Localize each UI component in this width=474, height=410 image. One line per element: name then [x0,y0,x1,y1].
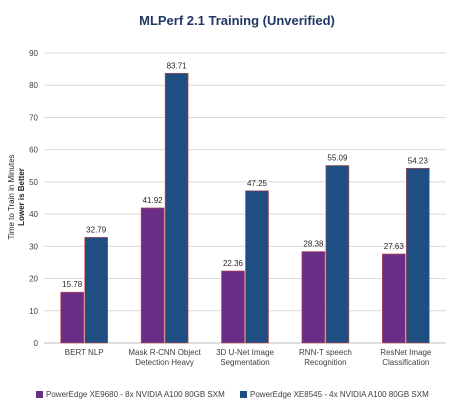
category-label: RNN-T speech Recognition [299,348,352,367]
data-label: 41.92 [143,196,164,205]
y-axis-label-line1: Time to Train in Minutes [7,154,16,239]
bar [245,190,269,344]
bar [301,251,326,344]
y-tick-label: 10 [29,307,38,316]
y-tick-label: 90 [29,49,38,58]
data-label: 54.23 [408,156,429,165]
data-label: 27.63 [384,242,405,251]
bar [381,253,406,344]
y-tick-label: 20 [29,275,38,284]
bar [60,291,85,344]
data-label: 83.71 [167,61,188,70]
data-label: 22.36 [223,259,244,268]
data-label: 32.79 [86,225,107,234]
y-tick-label: 40 [29,210,38,219]
legend-swatch [240,391,247,398]
y-tick-label: 80 [29,81,38,90]
bar [84,237,108,344]
y-axis-ticks: 0 10 20 30 40 50 60 70 80 90 [29,49,38,348]
category-label: BERT NLP [65,348,104,357]
gridlines [44,52,446,344]
data-label: 15.78 [62,280,83,289]
y-tick-label: 30 [29,242,38,251]
category-label: ResNet Image Classification [380,348,432,367]
data-label: 55.09 [327,153,348,162]
legend-swatch [36,391,43,398]
bar [405,167,430,344]
y-tick-label: 70 [29,113,38,122]
y-tick-label: 0 [34,339,39,348]
legend-label: PowerEdge XE8545 - 4x NVIDIA A100 80GB S… [250,390,429,399]
category-label: Mask R-CNN Object Detection Heavy [128,348,201,367]
bar [221,270,245,344]
y-tick-label: 60 [29,146,38,155]
data-label: 28.38 [303,240,324,249]
bars [60,72,430,344]
category-label: 3D U-Net Image Segmentation [216,348,274,367]
x-axis-categories: BERT NLP Mask R-CNN Object Detection Heavy… [65,348,432,367]
legend-label: PowerEdge XE9680 - 8x NVIDIA A100 80GB S… [46,390,225,399]
chart-title: MLPerf 2.1 Training (Unverified) [139,13,335,28]
data-label: 47.25 [247,179,268,188]
y-axis-label-line2: Lower is Better [17,168,26,226]
y-tick-label: 50 [29,178,38,187]
bar [325,165,350,344]
data-labels: 15.78 32.79 41.92 83.71 22.36 47.25 28.38 55.09… [62,61,428,289]
legend: PowerEdge XE9680 - 8x NVIDIA A100 80GB S… [36,390,429,399]
bar [164,72,189,344]
y-axis-label: Time to Train in Minutes Lower is Better [7,154,26,239]
bar [140,207,165,344]
